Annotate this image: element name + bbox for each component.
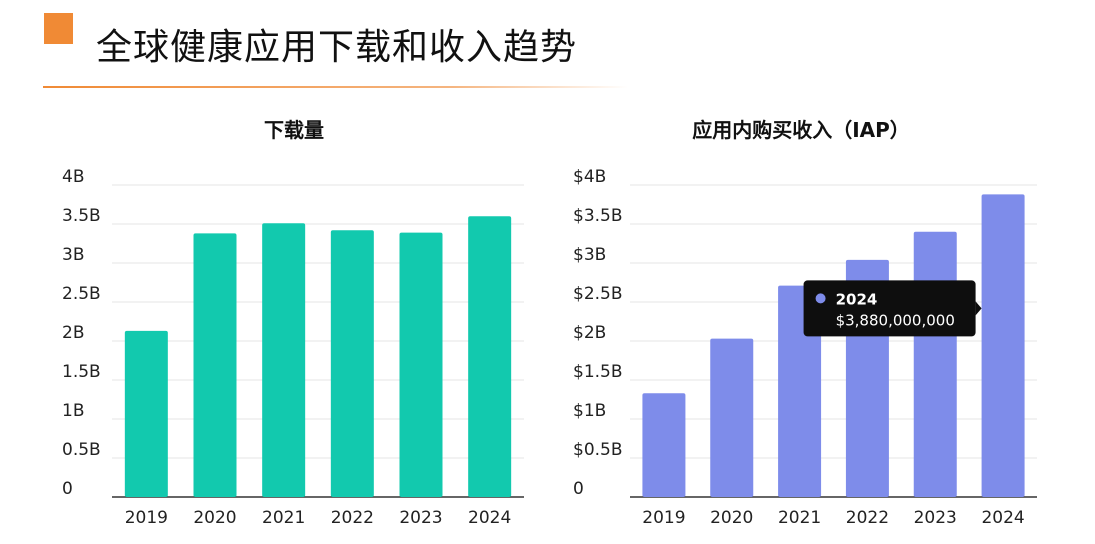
downloads-bar <box>262 223 306 497</box>
iap-ytick-label: $2B <box>573 323 606 343</box>
iap-bar <box>913 231 957 498</box>
downloads-bar <box>468 216 512 497</box>
downloads-xtick-label: 2021 <box>262 508 305 528</box>
downloads-bar <box>330 230 374 498</box>
downloads-chart-title: 下载量 <box>264 118 324 142</box>
iap-ytick-label: $3B <box>573 245 606 265</box>
iap-chart-title: 应用内购买收入（IAP） <box>692 118 910 142</box>
tooltip-box <box>803 280 976 337</box>
downloads-xtick-label: 2020 <box>193 508 236 528</box>
title-accent-square <box>44 13 73 44</box>
tooltip-category: 2024 <box>836 290 878 308</box>
downloads-ytick-label: 2B <box>62 323 84 343</box>
iap-ytick-label: $4B <box>573 167 606 187</box>
downloads-bar <box>193 233 237 498</box>
iap-bar <box>710 338 754 497</box>
downloads-bar <box>124 330 168 497</box>
downloads-ytick-label: 0.5B <box>62 440 101 460</box>
downloads-bar <box>399 232 443 497</box>
downloads-ytick-label: 1.5B <box>62 362 101 382</box>
iap-ytick-label: $2.5B <box>573 284 623 304</box>
iap-xtick-label: 2023 <box>914 508 957 528</box>
iap-ytick-label: $0.5B <box>573 440 623 460</box>
downloads-ytick-label: 3.5B <box>62 206 101 226</box>
iap-bar <box>642 393 686 497</box>
downloads-xtick-label: 2022 <box>331 508 374 528</box>
downloads-ytick-label: 4B <box>62 167 84 187</box>
iap-xtick-label: 2024 <box>981 508 1024 528</box>
downloads-xtick-label: 2024 <box>468 508 511 528</box>
iap-bar <box>981 194 1025 498</box>
iap-bar <box>778 285 822 497</box>
page-title: 全球健康应用下载和收入趋势 <box>96 27 578 68</box>
downloads-ytick-label: 1B <box>62 401 84 421</box>
iap-xtick-label: 2022 <box>846 508 889 528</box>
iap-ytick-label: $3.5B <box>573 206 623 226</box>
iap-xtick-label: 2020 <box>710 508 753 528</box>
downloads-ytick-label: 3B <box>62 245 84 265</box>
iap-ytick-label: 0 <box>573 479 584 499</box>
downloads-xtick-label: 2023 <box>399 508 442 528</box>
iap-ytick-label: $1.5B <box>573 362 623 382</box>
title-divider <box>43 86 628 88</box>
tooltip-value: $3,880,000,000 <box>836 311 955 329</box>
tooltip-series-dot <box>815 293 826 304</box>
iap-ytick-label: $1B <box>573 401 606 421</box>
downloads-ytick-label: 0 <box>62 479 73 499</box>
downloads-xtick-label: 2019 <box>125 508 168 528</box>
iap-xtick-label: 2019 <box>642 508 685 528</box>
tooltip-pointer <box>975 301 982 316</box>
downloads-ytick-label: 2.5B <box>62 284 101 304</box>
iap-xtick-label: 2021 <box>778 508 821 528</box>
